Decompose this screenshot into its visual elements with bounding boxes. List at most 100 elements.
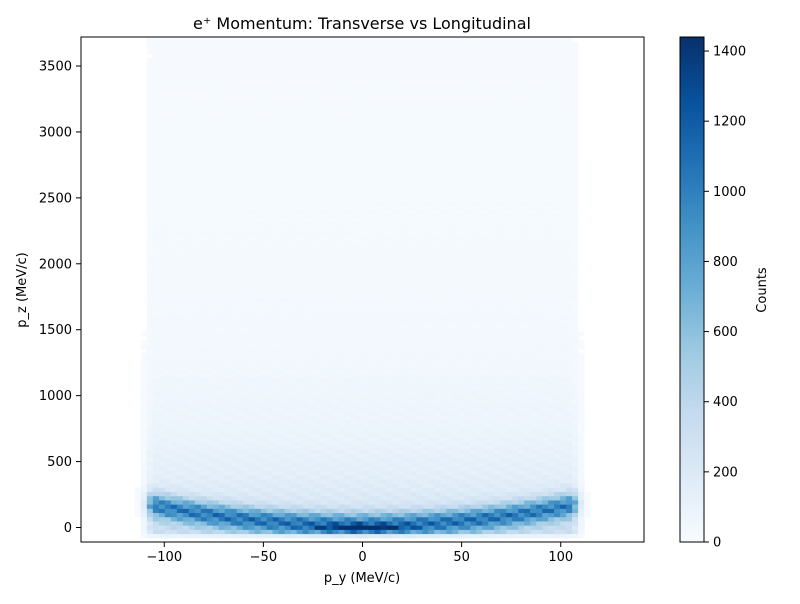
heatmap-cell (146, 512, 154, 518)
heatmap-cell (158, 217, 166, 223)
heatmap-cell (314, 133, 322, 139)
heatmap-cell (314, 314, 322, 320)
heatmap-cell (260, 411, 268, 417)
heatmap-cell (170, 293, 178, 299)
heatmap-cell (260, 478, 268, 484)
heatmap-cell (266, 167, 274, 173)
heatmap-cell (344, 226, 352, 232)
heatmap-cell (332, 222, 340, 227)
heatmap-cell (368, 331, 375, 337)
heatmap-cell (332, 196, 340, 202)
heatmap-cell (302, 533, 310, 539)
heatmap-cell (368, 356, 375, 362)
heatmap-cell (236, 302, 244, 307)
heatmap-cell (338, 365, 346, 370)
heatmap-cell (266, 302, 274, 307)
heatmap-cell (278, 495, 286, 501)
heatmap-cell (380, 512, 387, 518)
heatmap-cell (314, 163, 322, 168)
heatmap-cell (314, 373, 322, 379)
heatmap-cell (308, 247, 316, 253)
heatmap-cell (152, 247, 160, 253)
heatmap-cell (182, 125, 190, 131)
heatmap-cell (236, 167, 244, 173)
heatmap-cell (332, 95, 340, 101)
heatmap-cell (200, 243, 208, 248)
heatmap-cell (350, 70, 358, 76)
heatmap-cell (248, 121, 256, 126)
heatmap-cell (374, 415, 381, 421)
heatmap-cell (278, 525, 286, 530)
heatmap-cell (206, 175, 214, 181)
heatmap-cell (194, 167, 202, 173)
heatmap-cell (230, 487, 238, 492)
heatmap-cell (308, 424, 316, 429)
heatmap-cell (194, 255, 202, 261)
heatmap-cell (326, 58, 334, 63)
heatmap-cell (188, 344, 196, 349)
heatmap-cell (260, 196, 268, 202)
heatmap-cell (188, 121, 196, 126)
heatmap-cell (332, 533, 340, 539)
heatmap-cell (158, 520, 166, 526)
heatmap-cell (146, 255, 154, 261)
heatmap-cell (380, 474, 387, 480)
heatmap-cell (170, 491, 178, 497)
heatmap-cell (158, 175, 166, 181)
heatmap-cell (272, 129, 280, 135)
heatmap-cell (266, 297, 274, 303)
heatmap-cell (248, 335, 256, 341)
heatmap-cell (188, 138, 196, 143)
heatmap-cell (338, 205, 346, 211)
heatmap-cell (296, 230, 304, 236)
heatmap-cell (212, 251, 220, 257)
heatmap-cell (296, 226, 304, 232)
heatmap-cell (158, 487, 166, 492)
heatmap-cell (152, 180, 160, 185)
heatmap-cell (242, 272, 250, 278)
heatmap-cell (194, 180, 202, 185)
heatmap-cell (338, 504, 346, 509)
heatmap-cell (224, 419, 232, 425)
heatmap-cell (254, 441, 262, 446)
heatmap-cell (368, 108, 375, 114)
heatmap-cell (338, 483, 346, 488)
heatmap-cell (230, 192, 238, 198)
heatmap-cell (200, 138, 208, 143)
heatmap-cell (146, 398, 154, 404)
heatmap-cell (182, 260, 190, 265)
heatmap-cell (158, 222, 166, 227)
heatmap-cell (290, 352, 298, 358)
heatmap-cell (374, 112, 381, 118)
heatmap-cell (260, 247, 268, 253)
heatmap-cell (368, 491, 375, 497)
heatmap-cell (266, 285, 274, 290)
heatmap-cell (224, 352, 232, 358)
heatmap-cell (224, 83, 232, 88)
heatmap-cell (278, 499, 286, 505)
heatmap-cell (320, 365, 328, 370)
heatmap-cell (302, 419, 310, 425)
heatmap-cell (272, 419, 280, 425)
heatmap-cell (374, 129, 381, 135)
heatmap-cell (314, 474, 322, 480)
heatmap-cell (230, 441, 238, 446)
heatmap-cell (170, 352, 178, 358)
heatmap-cell (200, 491, 208, 497)
heatmap-cell (350, 297, 358, 303)
heatmap-cell (176, 377, 184, 383)
heatmap-cell (176, 335, 184, 341)
heatmap-cell (266, 398, 274, 404)
heatmap-cell (338, 41, 346, 46)
heatmap-cell (200, 529, 208, 535)
heatmap-cell (188, 196, 196, 202)
heatmap-cell (290, 491, 298, 497)
heatmap-cell (158, 394, 166, 400)
heatmap-cell (254, 116, 262, 122)
heatmap-cell (158, 508, 166, 514)
heatmap-cell (362, 466, 369, 471)
heatmap-cell (290, 201, 298, 206)
heatmap-cell (272, 533, 280, 539)
heatmap-cell (224, 323, 232, 328)
heatmap-cell (338, 411, 346, 417)
